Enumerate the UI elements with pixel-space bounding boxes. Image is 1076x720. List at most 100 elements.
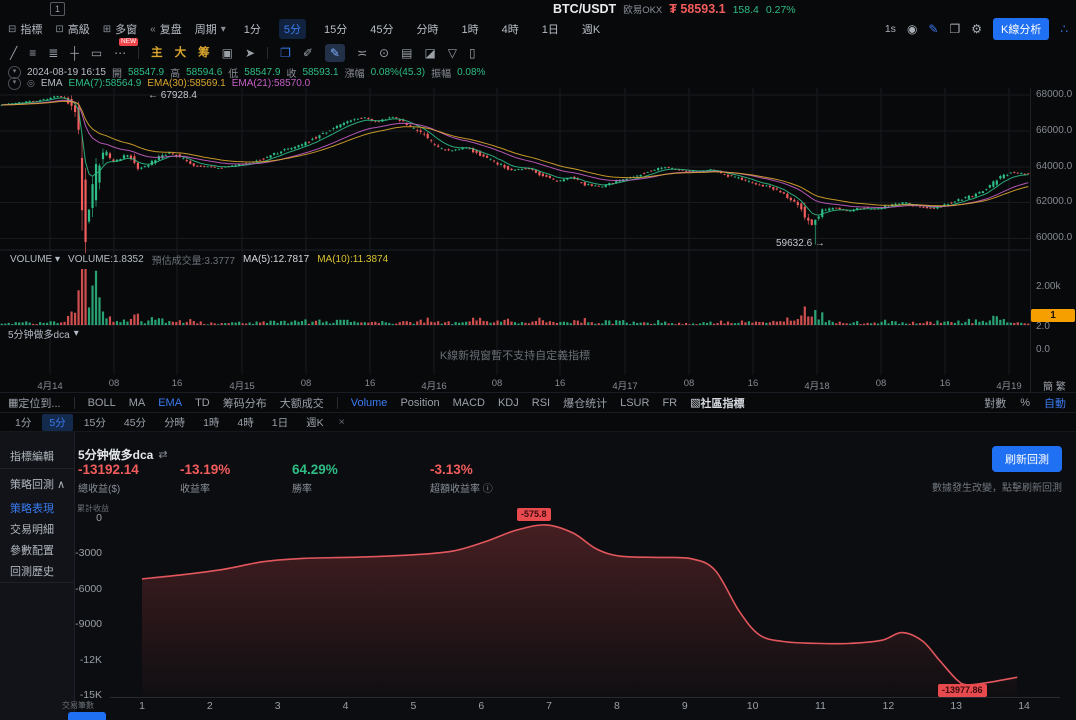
bottom-timeframe-4時[interactable]: 4時 — [237, 416, 254, 429]
bottom-timeframe-45分[interactable]: 45分 — [123, 416, 147, 429]
edit-box-icon[interactable]: ▣ — [221, 46, 234, 60]
equity-chart-canvas[interactable] — [70, 498, 1076, 712]
chips-tool[interactable]: 筹 — [198, 47, 210, 59]
measure-icon[interactable]: ≍ — [356, 46, 368, 60]
subchart-tab-KDJ[interactable]: KDJ — [497, 396, 519, 409]
timeframe-5分[interactable]: 5分 — [278, 19, 307, 39]
subchart-tab-Position[interactable]: Position — [400, 396, 440, 409]
timeframe-1時[interactable]: 1時 — [461, 24, 479, 36]
bottom-timeframe-分時[interactable]: 分時 — [164, 416, 186, 429]
language-toggle[interactable]: 簡 繁 — [1043, 382, 1066, 393]
subchart-tab-MACD[interactable]: MACD — [452, 396, 485, 409]
timeframe-週K[interactable]: 週K — [581, 24, 601, 36]
timeframe-15分[interactable]: 15分 — [324, 24, 348, 36]
toolbar-multi-window[interactable]: ⊞ 多窗 — [103, 21, 137, 37]
ema-name[interactable]: EMA — [40, 78, 63, 89]
equity-x-tick: 3 — [274, 700, 281, 712]
indicator-tab-BOLL[interactable]: BOLL — [87, 396, 116, 409]
close-icon[interactable]: × — [338, 416, 345, 428]
info-icon[interactable]: ⓘ — [482, 484, 493, 495]
log-scale-toggle[interactable]: 對數 — [984, 397, 1007, 410]
sidebar-item-trade-details[interactable]: 交易明細 — [10, 524, 54, 536]
bottom-timeframe-1日[interactable]: 1日 — [271, 416, 289, 429]
eraser-icon[interactable]: ◪ — [424, 46, 436, 60]
timeframe-1分[interactable]: 1分 — [243, 24, 261, 36]
list-lines-icon[interactable]: ≣ — [48, 46, 59, 60]
cursor-icon[interactable]: ➤ — [245, 46, 256, 60]
alert-bell-icon[interactable]: ◎ — [27, 78, 35, 88]
trend-line-icon[interactable]: ╱ — [10, 46, 18, 60]
share-icon[interactable]: ∴ — [1060, 22, 1068, 36]
subchart-tab-RSI[interactable]: RSI — [531, 396, 551, 409]
community-indicator-button[interactable]: ▧ 社區指標 — [690, 395, 744, 411]
rectangle-icon[interactable]: ▭ — [90, 46, 103, 60]
stat-return-rate: -13.19% 收益率 — [180, 462, 230, 495]
note-icon[interactable]: ▤ — [401, 46, 413, 60]
indicator-tab-大额成交[interactable]: 大额成交 — [279, 397, 324, 410]
settings-gear-icon[interactable]: ⚙ — [971, 22, 983, 36]
time-axis-tick: 16 — [171, 378, 183, 389]
toolbar-indicator[interactable]: ⊟ 指標 — [8, 21, 42, 37]
equity-x-tick: 13 — [950, 700, 963, 712]
equity-area-fill — [142, 524, 1018, 697]
change-value: 0.08%(45.3) — [370, 67, 426, 78]
kline-analysis-button[interactable]: K線分析 — [993, 18, 1050, 40]
indicator-tab-MA[interactable]: MA — [128, 396, 146, 409]
sidebar-item-strategy-performance[interactable]: 策略表現 — [10, 503, 54, 515]
bottom-timeframe-1分[interactable]: 1分 — [15, 416, 32, 429]
camera-icon[interactable]: ◉ — [906, 22, 918, 36]
sidebar-item-parameter-config[interactable]: 參數配置 — [10, 545, 54, 557]
symbol-name[interactable]: BTC/USDT — [553, 2, 617, 16]
percent-scale-toggle[interactable]: % — [1020, 396, 1030, 409]
swap-icon[interactable]: ⇄ — [158, 449, 168, 461]
indicator-tab-EMA[interactable]: EMA — [158, 396, 183, 409]
bottom-timeframe-15分[interactable]: 15分 — [83, 416, 106, 429]
subchart-tab-Volume[interactable]: Volume — [350, 396, 388, 409]
stat-label: 收益率 — [180, 484, 210, 495]
subchart-tab-FR[interactable]: FR — [662, 396, 678, 409]
multi-window-icon: ⊞ — [102, 23, 112, 35]
copy-icon[interactable]: ❐ — [280, 46, 291, 60]
sidebar-item-indicator-editor[interactable]: 指標編輯 — [10, 451, 54, 463]
price-chart-canvas[interactable] — [0, 88, 1076, 375]
period-dropdown[interactable]: 周期 ▾ — [195, 21, 226, 37]
big-text-tool[interactable]: 大 — [174, 47, 187, 59]
equity-x-tick: 2 — [206, 700, 213, 712]
subchart-tab-LSUR[interactable]: LSUR — [620, 396, 650, 409]
timeframe-分時[interactable]: 分時 — [416, 24, 439, 36]
sidebar-item-backtest-history[interactable]: 回測歷史 — [10, 566, 54, 578]
draw-icon[interactable]: ✎ — [928, 22, 939, 36]
indicator-tab-TD[interactable]: TD — [195, 396, 210, 409]
lock-icon[interactable]: ⊙ — [379, 46, 390, 60]
locate-button[interactable]: ▦ 定位到... — [8, 395, 61, 411]
volume-axis-tick: 2.00k — [1036, 281, 1061, 292]
popout-icon[interactable]: ❐ — [949, 22, 961, 36]
volume-title[interactable]: VOLUME ▾ — [10, 254, 61, 265]
timeframe-45分[interactable]: 45分 — [370, 24, 394, 36]
timeframe-1日[interactable]: 1日 — [541, 24, 559, 36]
indicator-tab-筹码分布[interactable]: 筹码分布 — [222, 397, 267, 410]
main-chart-tool[interactable]: 主 — [151, 47, 163, 59]
bottom-timeframe-週K[interactable]: 週K — [306, 416, 324, 429]
filter-icon[interactable]: ▽ — [447, 46, 458, 60]
candle-bodies-layer — [0, 96, 1030, 243]
parallel-lines-icon[interactable]: ≡ — [29, 46, 37, 60]
brush-icon[interactable]: ✐ — [302, 46, 313, 60]
timeframe-4時[interactable]: 4時 — [501, 24, 519, 36]
collapse-chevron-icon[interactable]: ▾ — [8, 77, 21, 90]
toolbar-replay[interactable]: «复盘 — [150, 21, 182, 37]
horizontal-cross-icon[interactable]: ┼ — [70, 46, 79, 60]
subchart-tab-爆仓统计[interactable]: 爆仓统计 — [563, 397, 608, 410]
more-tools-icon[interactable]: ⋯ NEW — [114, 38, 139, 60]
toolbar-advanced[interactable]: ⊡ 高級 — [55, 21, 89, 37]
resolution-label[interactable]: 1s — [884, 23, 896, 35]
bottom-timeframe-5分[interactable]: 5分 — [42, 413, 73, 431]
custom-indicator-label[interactable]: 5分钟做多dca ▾ — [8, 328, 79, 341]
bottom-timeframe-1時[interactable]: 1時 — [203, 416, 220, 429]
window-tab-badge[interactable]: 1 — [50, 2, 65, 16]
auto-scale-toggle[interactable]: 自動 — [1044, 397, 1066, 410]
refresh-backtest-button[interactable]: 刷新回測 — [992, 446, 1062, 472]
pen-icon[interactable]: ✎ — [324, 44, 345, 62]
sidebar-group-strategy-backtest[interactable]: 策略回測 ∧ — [10, 479, 66, 491]
trash-icon[interactable]: ▯ — [469, 46, 476, 60]
